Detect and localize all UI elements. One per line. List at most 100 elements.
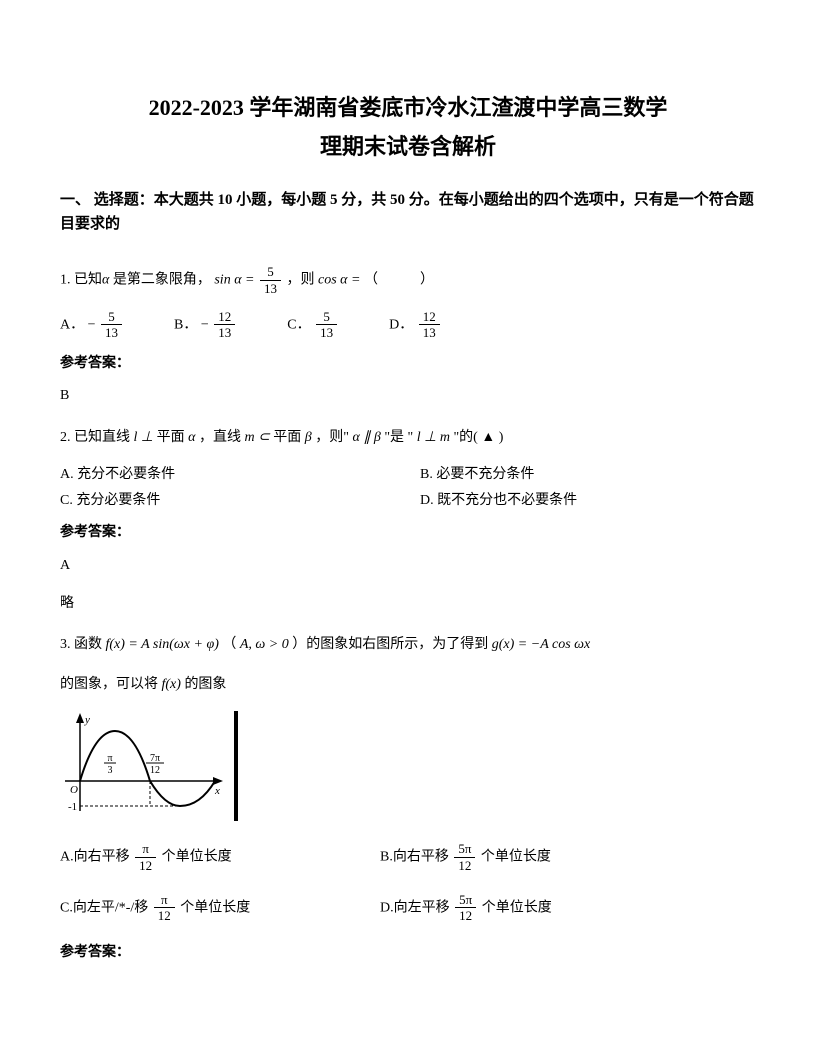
title-line-1: 2022-2023 学年湖南省娄底市冷水江渣渡中学高三数学 xyxy=(60,90,756,125)
q3-graph: y x O -1 π 3 7π 12 xyxy=(60,711,230,821)
q3-optC-prefix: C.向左平/*-/移 xyxy=(60,900,148,915)
q2-mid4: ，则" xyxy=(315,430,349,445)
question-1: 1. 已知α 是第二象限角， sin α = 5 13 ，则 cos α = （… xyxy=(60,264,756,296)
q3-l2-prefix: 的图象，可以将 xyxy=(60,677,158,692)
q1-optC-den: 13 xyxy=(316,325,337,341)
q2-answer: A xyxy=(60,555,756,577)
q1-mid1: 是第二象限角， xyxy=(113,273,211,288)
q3-optD-num: 5π xyxy=(455,892,476,909)
q3-optC: C.向左平/*-/移 π 12 个单位长度 xyxy=(60,892,380,924)
q2-optD: D. 既不充分也不必要条件 xyxy=(420,490,577,512)
q3-optD-prefix: D.向左平移 xyxy=(380,900,450,915)
q1-optD-den: 13 xyxy=(419,325,440,341)
q2-expr1: l ⊥ xyxy=(134,430,154,445)
q3-graph-container: y x O -1 π 3 7π 12 xyxy=(60,711,756,821)
q1-prefix: 1. 已知 xyxy=(60,273,102,288)
q3-func: f(x) = A sin(ωx + φ) xyxy=(106,637,219,652)
q3-prefix: 3. 函数 xyxy=(60,637,102,652)
origin-label: O xyxy=(70,784,78,796)
q3-l2-suffix: 的图象 xyxy=(184,677,226,692)
q2-note: 略 xyxy=(60,593,756,615)
q1-optB-num: 12 xyxy=(214,309,235,326)
q3-optC-den: 12 xyxy=(154,908,175,924)
q3-gfunc: g(x) = −A cos ωx xyxy=(492,637,591,652)
q3-optB-prefix: B.向右平移 xyxy=(380,850,449,865)
q1-optC-label: C． xyxy=(287,317,310,332)
question-2: 2. 已知直线 l ⊥ 平面 α ，直线 m ⊂ 平面 β ，则" α ∥ β … xyxy=(60,424,756,452)
q3-mid2: ）的图象如右图所示，为了得到 xyxy=(292,637,488,652)
q2-alpha: α xyxy=(188,430,195,445)
q1-frac-den: 13 xyxy=(260,281,281,297)
q2-prefix: 2. 已知直线 xyxy=(60,430,130,445)
q3-optB-den: 12 xyxy=(454,858,475,874)
q1-frac-num: 5 xyxy=(260,264,281,281)
q3-answer-label: 参考答案： xyxy=(60,942,756,964)
svg-text:12: 12 xyxy=(150,765,160,776)
q1-var: α xyxy=(102,273,109,288)
q3-optA: A.向右平移 π 12 个单位长度 xyxy=(60,841,380,873)
q3-fx: f(x) xyxy=(162,677,181,692)
svg-text:7π: 7π xyxy=(150,753,160,764)
q3-optB-suffix: 个单位长度 xyxy=(481,850,551,865)
q3-optB: B.向右平移 5π 12 个单位长度 xyxy=(380,841,551,873)
svg-text:π: π xyxy=(107,753,112,764)
q3-opts-row2: C.向左平/*-/移 π 12 个单位长度 D.向左平移 5π 12 个单位长度 xyxy=(60,892,756,924)
question-3: 3. 函数 f(x) = A sin(ωx + φ) （ A, ω > 0 ）的… xyxy=(60,631,756,659)
q1-answer-label: 参考答案： xyxy=(60,353,756,375)
q1-mid2: ，则 xyxy=(287,273,315,288)
q1-optA-neg: − xyxy=(88,317,96,332)
q3-mid1: （ xyxy=(222,637,236,652)
q1-optA-num: 5 xyxy=(101,309,122,326)
q1-optB: B． − 12 13 xyxy=(174,309,237,341)
title-line-2: 理期末试卷含解析 xyxy=(60,129,756,164)
q1-frac: 5 13 xyxy=(260,264,281,296)
q2-mid1: 平面 xyxy=(157,430,185,445)
q3-optC-suffix: 个单位长度 xyxy=(180,900,250,915)
axis-y-label: y xyxy=(84,714,90,726)
q1-optC-num: 5 xyxy=(316,309,337,326)
q3-optB-num: 5π xyxy=(454,841,475,858)
q2-opts-row1: A. 充分不必要条件 B. 必要不充分条件 xyxy=(60,464,756,486)
q1-optD-num: 12 xyxy=(419,309,440,326)
q3-optA-suffix: 个单位长度 xyxy=(162,850,232,865)
q3-opts-row1: A.向右平移 π 12 个单位长度 B.向右平移 5π 12 个单位长度 xyxy=(60,841,756,873)
q1-options: A． − 5 13 B． − 12 13 C． 5 13 D． 12 13 xyxy=(60,309,756,341)
axis-x-label: x xyxy=(214,785,220,797)
q3-optA-num: π xyxy=(135,841,156,858)
q1-eq2: cos α = xyxy=(318,273,360,288)
q1-eq-lhs: sin α = xyxy=(214,273,254,288)
q3-cond: A, ω > 0 xyxy=(240,637,289,652)
svg-text:3: 3 xyxy=(108,765,113,776)
q1-optA-den: 13 xyxy=(101,325,122,341)
q1-optB-den: 13 xyxy=(214,325,235,341)
q2-mid3: 平面 xyxy=(273,430,301,445)
q3-optD-suffix: 个单位长度 xyxy=(482,900,552,915)
q2-tail: "的( ▲ ) xyxy=(453,430,503,445)
q1-optB-neg: − xyxy=(201,317,209,332)
q1-tail: （ ） xyxy=(364,273,434,288)
question-3-line2: 的图象，可以将 f(x) 的图象 xyxy=(60,671,756,699)
q2-optA: A. 充分不必要条件 xyxy=(60,464,420,486)
q2-answer-label: 参考答案： xyxy=(60,522,756,544)
section-header: 一、 选择题：本大题共 10 小题，每小题 5 分，共 50 分。在每小题给出的… xyxy=(60,188,756,236)
q1-answer: B xyxy=(60,385,756,407)
q1-optB-label: B． xyxy=(174,317,197,332)
q1-optC: C． 5 13 xyxy=(287,309,339,341)
ymin-label: -1 xyxy=(68,801,77,813)
q2-opts-row2: C. 充分必要条件 D. 既不充分也不必要条件 xyxy=(60,490,756,512)
q2-expr4: l ⊥ m xyxy=(417,430,450,445)
q2-mid2: ，直线 xyxy=(199,430,241,445)
q2-beta: β xyxy=(305,430,312,445)
q2-expr2: m ⊂ xyxy=(244,430,269,445)
q2-expr3: α ∥ β xyxy=(353,430,381,445)
q3-optD: D.向左平移 5π 12 个单位长度 xyxy=(380,892,552,924)
q1-optD: D． 12 13 xyxy=(389,309,442,341)
q1-optA-label: A． xyxy=(60,317,84,332)
q1-optD-label: D． xyxy=(389,317,413,332)
q3-optD-den: 12 xyxy=(455,908,476,924)
q3-optA-prefix: A.向右平移 xyxy=(60,850,130,865)
q1-optA: A． − 5 13 xyxy=(60,309,124,341)
q3-optC-num: π xyxy=(154,892,175,909)
q2-optB: B. 必要不充分条件 xyxy=(420,464,534,486)
q2-mid5: "是 " xyxy=(384,430,413,445)
